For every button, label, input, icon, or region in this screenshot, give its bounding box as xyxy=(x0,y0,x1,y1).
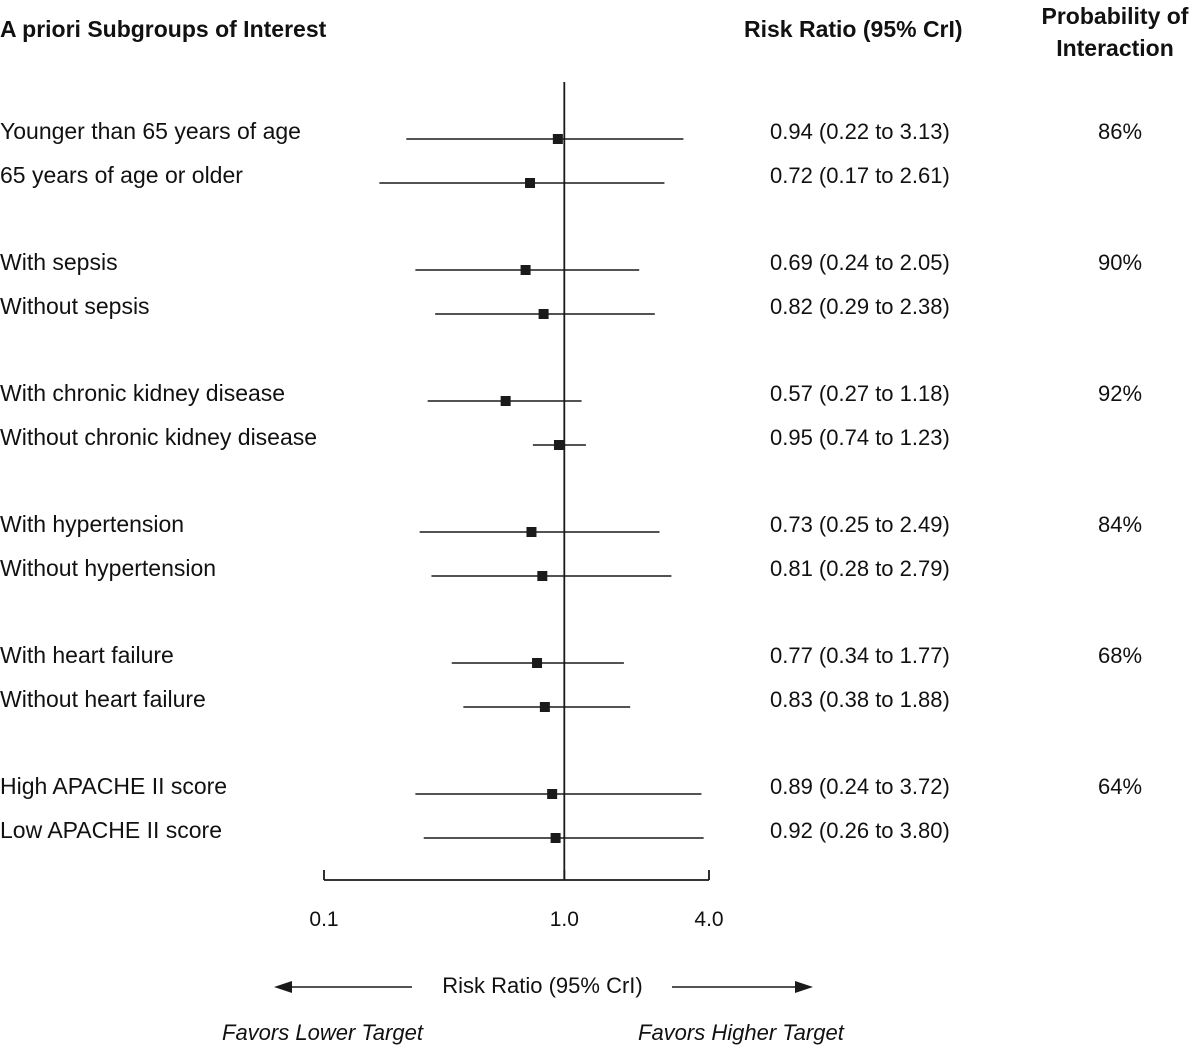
subgroup-label: With hypertension xyxy=(0,511,185,537)
risk-ratio-value: 0.89 (0.24 to 3.72) xyxy=(770,774,950,799)
probability-header: Probability of Interaction xyxy=(1030,0,1200,64)
interaction-probability: 64% xyxy=(1097,774,1143,799)
favors-lower-label: Favors Lower Target xyxy=(222,1020,423,1045)
point-estimate xyxy=(500,396,511,406)
point-estimate xyxy=(532,658,543,668)
point-estimate xyxy=(539,702,550,712)
subgroup-label: Younger than 65 years of age xyxy=(0,118,301,144)
point-estimate xyxy=(525,178,536,188)
subgroup-label: Low APACHE II score xyxy=(0,817,222,843)
tick-label: 1.0 xyxy=(549,908,579,931)
probability-header-line2: Interaction xyxy=(1056,35,1174,61)
axis-title: Risk Ratio (95% CrI) xyxy=(442,973,643,998)
interaction-probability: 90% xyxy=(1097,250,1143,275)
point-estimate xyxy=(547,789,558,799)
point-estimate xyxy=(550,833,561,843)
subgroup-label: High APACHE II score xyxy=(0,773,228,799)
subgroup-label: With sepsis xyxy=(0,249,118,275)
interaction-probability: 92% xyxy=(1097,381,1143,406)
risk-ratio-value: 0.94 (0.22 to 3.13) xyxy=(770,119,950,144)
favors-higher-label: Favors Higher Target xyxy=(638,1020,844,1045)
risk-ratio-value: 0.92 (0.26 to 3.80) xyxy=(770,818,950,843)
arrow-right-head xyxy=(795,981,813,993)
risk-ratio-value: 0.83 (0.38 to 1.88) xyxy=(770,687,950,712)
interaction-probability: 84% xyxy=(1097,512,1143,537)
tick-label: 4.0 xyxy=(694,908,724,931)
risk-ratio-value: 0.82 (0.29 to 2.38) xyxy=(770,294,950,319)
subgroup-label: Without chronic kidney disease xyxy=(0,424,318,450)
risk-ratio-value: 0.69 (0.24 to 2.05) xyxy=(770,250,950,275)
risk-ratio-value: 0.81 (0.28 to 2.79) xyxy=(770,556,950,581)
point-estimate xyxy=(553,440,564,450)
risk-ratio-value: 0.57 (0.27 to 1.18) xyxy=(770,381,950,406)
point-estimate xyxy=(520,265,531,275)
subgroup-label: With chronic kidney disease xyxy=(0,380,286,406)
subgroup-label: 65 years of age or older xyxy=(0,162,243,188)
subgroup-label: Without heart failure xyxy=(0,686,206,712)
subgroup-label: With heart failure xyxy=(0,642,174,668)
arrow-left-head xyxy=(274,981,292,993)
risk-ratio-value: 0.77 (0.34 to 1.77) xyxy=(770,643,950,668)
risk-ratio-value: 0.73 (0.25 to 2.49) xyxy=(770,512,950,537)
subgroup-label: Without hypertension xyxy=(0,555,217,581)
interaction-probability: 68% xyxy=(1097,643,1143,668)
probability-header-line1: Probability of xyxy=(1041,3,1189,29)
subgroup-label: Without sepsis xyxy=(0,293,150,319)
point-estimate xyxy=(552,134,563,144)
interaction-probability: 86% xyxy=(1097,119,1143,144)
subgroups-header: A priori Subgroups of Interest xyxy=(0,16,327,42)
point-estimate xyxy=(538,309,549,319)
tick-label: 0.1 xyxy=(309,908,339,931)
risk-ratio-value: 0.72 (0.17 to 2.61) xyxy=(770,163,950,188)
point-estimate xyxy=(526,527,537,537)
risk-ratio-value: 0.95 (0.74 to 1.23) xyxy=(770,425,950,450)
risk-ratio-header: Risk Ratio (95% CrI) xyxy=(744,16,963,42)
point-estimate xyxy=(537,571,548,581)
